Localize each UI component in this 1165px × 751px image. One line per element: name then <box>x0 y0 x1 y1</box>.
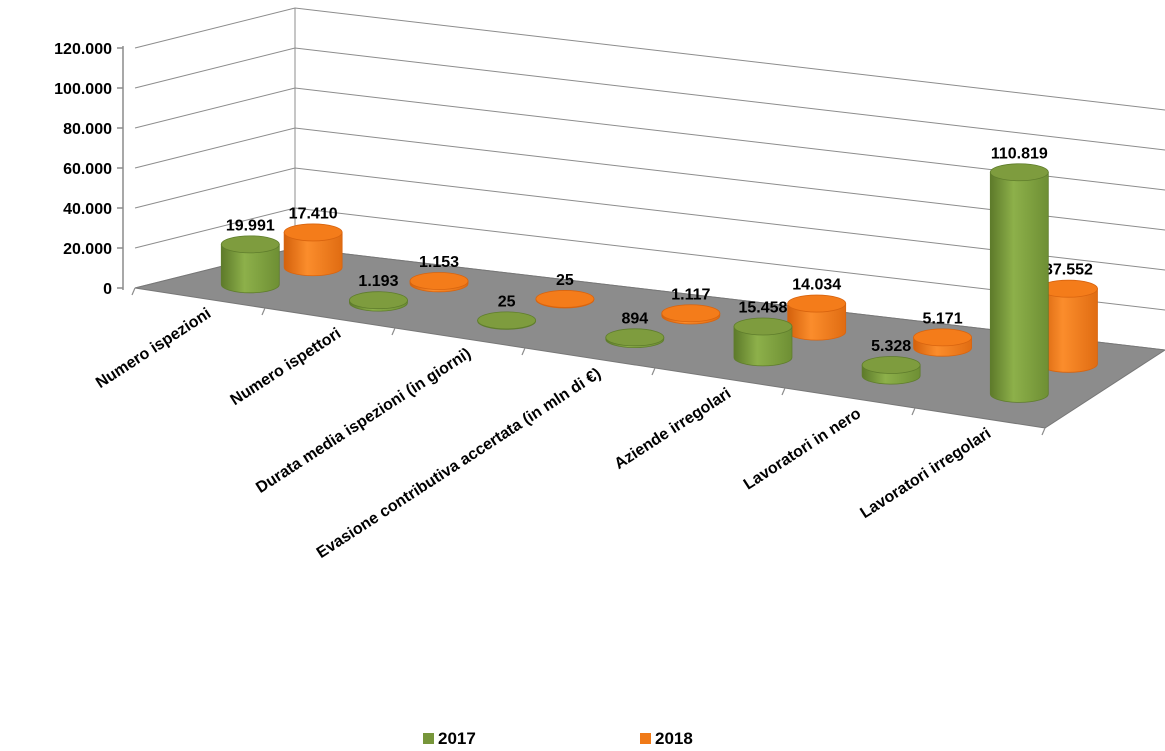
category-label: Lavoratori irregolari <box>857 425 994 522</box>
bar-body <box>989 171 1049 403</box>
data-label: 5.171 <box>923 310 963 327</box>
legend-label: 2017 <box>438 729 476 748</box>
bar-2017-4: 15.458 <box>733 299 793 367</box>
y-axis: 0 20.000 40.000 60.000 80.000 100.000 120.000 <box>54 41 124 298</box>
data-label: 17.410 <box>289 205 338 222</box>
category-label: Numero ispezioni <box>93 305 214 392</box>
bar-body <box>283 232 343 277</box>
bar-top <box>605 328 665 347</box>
bar-top <box>535 290 595 308</box>
legend-swatch <box>423 733 434 744</box>
gridline <box>134 7 1165 111</box>
bar-body <box>733 326 793 367</box>
bar-2017-1: 1.193 <box>349 273 408 312</box>
category-label: Lavoratori in nero <box>741 405 865 493</box>
x-tick-mark <box>911 407 916 416</box>
data-label: 25 <box>556 272 574 289</box>
y-tick-label: 40.000 <box>63 201 112 218</box>
chart-walls <box>134 7 1165 351</box>
bar-2017-2: 25 <box>477 293 537 330</box>
bar-top <box>349 291 408 310</box>
x-tick-mark <box>651 367 656 376</box>
category-label: Numero ispettori <box>228 325 345 409</box>
y-tick-label: 120.000 <box>54 41 112 58</box>
x-tick-mark <box>781 387 786 396</box>
x-tick-mark <box>521 347 526 356</box>
bar-top <box>661 304 721 323</box>
x-tick-mark <box>261 307 266 316</box>
y-tick-label: 100.000 <box>54 81 112 98</box>
x-tick-mark <box>131 287 136 296</box>
bar-2017-3: 894 <box>605 310 665 348</box>
category-label: Evasione contributiva accertata (in mln … <box>314 365 604 562</box>
gridline <box>134 47 1165 151</box>
bar-top <box>220 235 280 254</box>
bar-top <box>989 163 1049 182</box>
bar-body <box>220 243 280 294</box>
bar-2018-2: 25 <box>535 272 595 309</box>
bar-2018-6: 37.552 <box>1039 262 1098 373</box>
bar-2018-4: 14.034 <box>787 277 847 341</box>
legend-swatch <box>640 733 651 744</box>
bar-top <box>733 317 793 336</box>
data-label: 1.153 <box>419 254 459 271</box>
data-label: 25 <box>498 293 516 310</box>
chart-bars: 17.410 1.153 19.991 25 1.193 1.117 25 14.034 894… <box>220 145 1098 403</box>
bar-top <box>861 356 921 374</box>
bar-2017-6: 110.819 <box>989 145 1049 403</box>
bar-2018-3: 1.117 <box>661 286 721 325</box>
bar-2018-0: 17.410 <box>283 205 343 277</box>
category-label: Aziende irregolari <box>612 385 735 473</box>
y-tick-label: 20.000 <box>63 241 112 258</box>
data-label: 1.193 <box>358 273 398 290</box>
data-label: 110.819 <box>991 145 1048 162</box>
y-tick-label: 0 <box>103 281 112 298</box>
data-label: 19.991 <box>226 217 275 234</box>
y-tick-label: 60.000 <box>63 161 112 178</box>
bar-2017-0: 19.991 <box>220 217 280 294</box>
bar-top <box>477 311 537 330</box>
data-label: 14.034 <box>792 277 841 294</box>
bar-top <box>787 294 847 313</box>
bar-2017-5: 5.328 <box>861 338 921 385</box>
x-tick-mark <box>1041 427 1046 436</box>
legend: 2017 2018 <box>423 729 693 748</box>
data-label: 1.117 <box>671 286 710 303</box>
y-tick-label: 80.000 <box>63 121 112 138</box>
bar-top <box>913 328 972 347</box>
legend-label: 2018 <box>655 729 693 748</box>
bar-2018-1: 1.153 <box>409 254 469 293</box>
data-label: 37.552 <box>1044 262 1093 279</box>
data-label: 15.458 <box>739 299 788 316</box>
x-tick-mark <box>391 327 396 336</box>
legend-item-2017: 2017 <box>423 729 476 748</box>
legend-item-2018: 2018 <box>640 729 693 748</box>
data-label: 894 <box>621 310 648 327</box>
bar-top <box>409 272 469 290</box>
bar-top <box>283 223 343 242</box>
data-label: 5.328 <box>871 338 911 355</box>
bar-2018-5: 5.171 <box>913 310 972 357</box>
